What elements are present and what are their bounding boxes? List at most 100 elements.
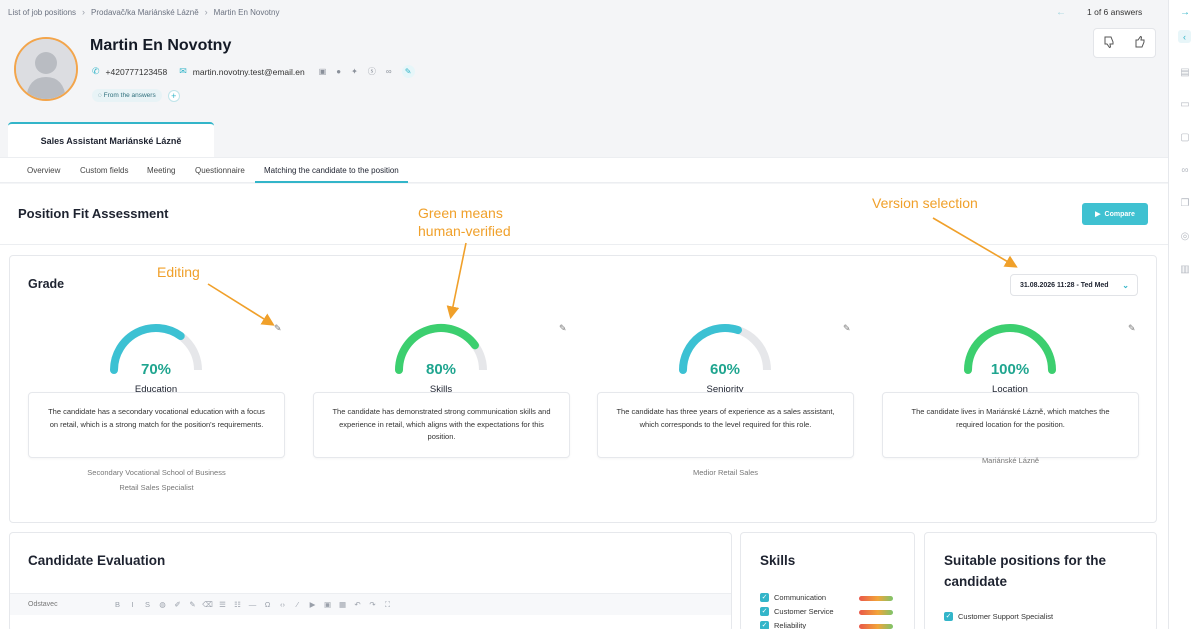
right-sidebar: → ‹ ▤ ▭ ▢ ∞ ❐ ◎ ▥ — [1168, 0, 1200, 629]
position-item[interactable]: ✓ Customer Support Specialist — [944, 612, 1053, 621]
pencil-icon[interactable]: ✎ — [274, 323, 282, 333]
grade-label: Education — [134, 384, 178, 395]
grade-percent: 100% — [990, 361, 1030, 378]
pencil-icon[interactable]: ✎ — [401, 65, 415, 78]
skill-label: Customer Service — [774, 607, 834, 616]
grade-description: The candidate has three years of experie… — [597, 392, 854, 458]
bold-icon[interactable]: B — [114, 600, 120, 609]
skill-label: Reliability — [774, 621, 807, 629]
chevron-right-icon: › — [204, 7, 208, 17]
skill-label: Communication — [774, 593, 827, 602]
source-tag[interactable]: ◌ From the answers — [92, 89, 162, 102]
omega-icon[interactable]: Ω — [264, 600, 271, 609]
skype-icon[interactable]: ⓢ — [367, 67, 376, 76]
strikethrough-icon[interactable]: S — [144, 600, 150, 609]
numbered-list-icon[interactable]: ☷ — [234, 600, 241, 609]
linkedin-icon[interactable]: ▣ — [318, 67, 327, 76]
tab-matching[interactable]: Matching the candidate to the position — [264, 166, 399, 175]
code-block-icon[interactable]: ⁄ — [296, 600, 299, 609]
tab-meeting[interactable]: Meeting — [147, 166, 176, 175]
briefcase-icon[interactable]: ▭ — [1180, 99, 1190, 110]
arrow-left-icon[interactable]: ← — [1056, 6, 1066, 18]
link-icon[interactable]: ∞ — [385, 67, 392, 76]
breadcrumb-item-position[interactable]: Prodavač/ka Mariánské Lázně — [91, 7, 199, 17]
positions-title: Suitable positions for the candidate — [944, 553, 1107, 589]
source-tag-label: From the answers — [103, 92, 156, 99]
trash-icon[interactable]: ▥ — [1180, 264, 1190, 275]
tab-questionnaire[interactable]: Questionnaire — [195, 166, 245, 175]
collapse-icon[interactable]: ‹ — [1178, 30, 1191, 43]
checkbox-icon: ✓ — [760, 593, 769, 602]
pencil-icon[interactable]: ✎ — [559, 323, 567, 333]
grade-percent: 70% — [140, 361, 172, 378]
tab-custom-fields[interactable]: Custom fields — [80, 166, 129, 175]
version-value: 31.08.2026 11:28 - Ted Med — [1020, 281, 1109, 289]
breadcrumb-item-candidate: Martin En Novotny — [213, 7, 280, 17]
checkbox-icon: ✓ — [760, 621, 769, 629]
evaluation-title: Candidate Evaluation — [28, 553, 166, 568]
check-circle-icon[interactable]: ◎ — [1180, 231, 1190, 242]
format-select[interactable]: Odstavec — [28, 601, 58, 608]
thumbs-down-icon[interactable] — [1102, 35, 1116, 52]
code-icon[interactable]: ‹› — [280, 600, 285, 609]
pencil-icon[interactable]: ✎ — [1128, 323, 1136, 333]
version-select[interactable]: 31.08.2026 11:28 - Ted Med ⌄ — [1010, 274, 1138, 296]
arrow-right-icon[interactable]: → — [1180, 6, 1190, 18]
italic-icon[interactable]: I — [131, 600, 134, 609]
answer-pager: ← 1 of 6 answers — [1053, 5, 1142, 19]
grade-card — [9, 255, 1157, 523]
highlighter-icon[interactable]: ✎ — [189, 600, 196, 609]
position-tab[interactable]: Sales Assistant Mariánské Lázně — [8, 122, 214, 158]
compare-button[interactable]: ▶ Compare — [1082, 203, 1148, 225]
clear-format-icon[interactable]: ⌫ — [202, 600, 213, 609]
avatar — [14, 37, 78, 101]
grade-label: Seniority — [706, 384, 744, 395]
palette-icon[interactable]: ◍ — [159, 600, 166, 609]
play-icon: ▶ — [1095, 211, 1101, 218]
skill-item[interactable]: ✓ Reliability — [760, 621, 806, 629]
positions-card — [924, 532, 1157, 629]
grade-description: The candidate has a secondary vocational… — [28, 392, 285, 458]
grade-gauge — [110, 324, 202, 374]
phone-number[interactable]: +420777123458 — [105, 66, 168, 77]
undo-icon[interactable]: ↶ — [354, 600, 361, 609]
compare-label: Compare — [1104, 210, 1135, 218]
breadcrumb: List of job positions › Prodavač/ka Mari… — [8, 7, 279, 17]
annotation-version: Version selection — [872, 195, 978, 211]
table-icon[interactable]: ▦ — [338, 600, 347, 609]
active-tab-indicator — [255, 181, 408, 183]
checkbox-icon: ✓ — [944, 612, 953, 621]
checkbox-icon: ✓ — [760, 607, 769, 616]
thumbs-up-icon[interactable] — [1133, 35, 1147, 52]
link-icon[interactable]: ∞ — [1181, 165, 1189, 176]
fullscreen-icon[interactable]: ⛶ — [384, 599, 391, 609]
breadcrumb-item-positions[interactable]: List of job positions — [8, 7, 77, 17]
skill-item[interactable]: ✓ Communication — [760, 593, 826, 602]
image-icon[interactable]: ▣ — [323, 600, 332, 609]
video-icon[interactable]: ▶ — [309, 600, 316, 609]
pencil-icon[interactable]: ✎ — [843, 323, 851, 333]
horizontal-rule-icon[interactable]: — — [248, 600, 257, 609]
gauge-fill — [679, 324, 742, 374]
tab-overview[interactable]: Overview — [27, 166, 61, 175]
mail-icon: ✉ — [179, 66, 187, 76]
twitter-icon[interactable]: ✦ — [351, 67, 358, 76]
grade-gauge — [964, 324, 1056, 374]
grade-percent: 80% — [425, 361, 457, 378]
plus-icon[interactable]: + — [167, 89, 180, 102]
annotation-green-line1: Green means — [418, 205, 503, 221]
card-icon[interactable]: ▢ — [1180, 132, 1190, 143]
facebook-icon[interactable]: ● — [336, 67, 342, 76]
brush-icon[interactable]: ✐ — [174, 600, 181, 609]
chevron-down-icon: ⌄ — [1122, 281, 1129, 290]
email-address[interactable]: martin.novotny.test@email.en — [192, 66, 305, 77]
document-icon[interactable]: ▤ — [1180, 67, 1190, 78]
redo-icon[interactable]: ↷ — [369, 600, 376, 609]
bullet-list-icon[interactable]: ☰ — [219, 600, 226, 609]
grade-detail: Secondary Vocational School of Business — [87, 468, 226, 477]
tag-row: ◌ From the answers + — [92, 89, 180, 102]
skills-title: Skills — [760, 553, 796, 568]
copy-icon[interactable]: ❐ — [1180, 198, 1190, 209]
skill-item[interactable]: ✓ Customer Service — [760, 607, 834, 616]
phone-icon: ✆ — [92, 66, 100, 76]
